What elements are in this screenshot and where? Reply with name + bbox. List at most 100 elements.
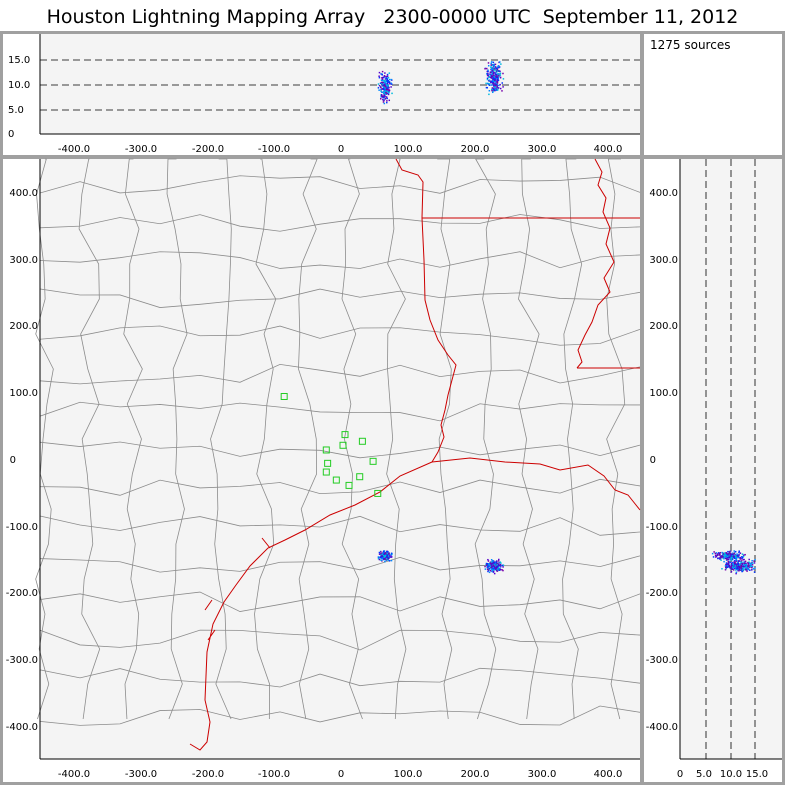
lightning-source-point — [715, 556, 717, 558]
county-line — [123, 158, 143, 720]
lightning-source-point — [487, 82, 489, 85]
lightning-source-point — [742, 556, 744, 559]
lightning-source-point — [498, 562, 500, 564]
source-count: 1275 sources — [650, 38, 731, 52]
lightning-source-point — [742, 554, 745, 557]
lightning-source-point — [377, 87, 380, 89]
lightning-source-point — [753, 560, 755, 562]
lightning-source-point — [726, 563, 729, 565]
lightning-source-point — [388, 99, 391, 102]
lightning-source-point — [729, 553, 731, 556]
lightning-source-point — [727, 555, 729, 558]
lightning-source-point — [732, 555, 735, 558]
lightning-source-point — [741, 569, 744, 571]
lightning-source-point — [491, 88, 493, 91]
lightning-source-point — [730, 564, 732, 566]
lightning-source-point — [493, 87, 495, 89]
lightning-source-point — [391, 92, 393, 95]
lightning-source-point — [383, 95, 386, 98]
lightning-source-point — [502, 78, 505, 80]
lightning-source-point — [491, 91, 494, 94]
y-tick-label: -300.0 — [6, 655, 38, 666]
lightning-source-point — [740, 565, 742, 567]
x-tick-label: -300.0 — [125, 144, 157, 155]
lightning-source-point — [714, 554, 717, 557]
lightning-source-point — [383, 553, 385, 556]
lightning-source-point — [490, 568, 492, 570]
y-tick-label: 400.0 — [649, 188, 678, 199]
lightning-source-point — [485, 67, 488, 70]
lightning-source-point — [750, 565, 753, 567]
lightning-source-point — [496, 70, 499, 73]
lightning-source-point — [727, 563, 730, 566]
lightning-source-point — [495, 83, 498, 86]
county-line — [39, 175, 641, 194]
lightning-source-point — [739, 567, 742, 569]
lightning-source-point — [497, 73, 499, 75]
lightning-source-point — [388, 557, 390, 560]
x-tick-label: 0 — [338, 144, 344, 155]
lightning-source-point — [384, 551, 386, 554]
lma-station-marker — [369, 457, 377, 465]
lightning-source-point — [494, 87, 497, 89]
lightning-source-point — [499, 74, 502, 76]
lightning-source-point — [725, 563, 727, 566]
lightning-source-point — [381, 74, 383, 76]
lightning-source-point — [495, 67, 497, 70]
lightning-source-point — [385, 91, 388, 94]
county-line — [39, 325, 641, 346]
lightning-source-point — [387, 79, 389, 82]
lightning-source-point — [491, 562, 494, 565]
lightning-source-point — [725, 566, 727, 569]
lightning-source-point — [390, 552, 393, 555]
lightning-source-point — [381, 91, 383, 93]
lightning-source-point — [716, 554, 719, 556]
y-tick-label: -400.0 — [6, 722, 38, 733]
x-tick-label: -200.0 — [192, 769, 224, 780]
lightning-source-point — [744, 565, 746, 567]
lightning-source-point — [747, 565, 749, 568]
x-tick-label: -100.0 — [258, 769, 290, 780]
county-boundaries — [35, 158, 641, 726]
x-tick-label: 400.0 — [594, 769, 623, 780]
lightning-source-point — [721, 568, 723, 570]
lightning-source-point — [381, 78, 384, 80]
x-tick-label: 0 — [338, 769, 344, 780]
lightning-source-point — [383, 88, 385, 91]
lightning-source-point — [378, 75, 380, 77]
county-line — [39, 555, 641, 573]
lightning-source-point — [739, 563, 742, 565]
lightning-source-point — [378, 76, 381, 79]
lightning-source-point — [500, 562, 502, 564]
lightning-source-point — [728, 553, 730, 555]
lightning-source-point — [494, 88, 496, 90]
lightning-source-point — [386, 100, 388, 102]
lightning-source-point — [736, 566, 739, 568]
lightning-source-point — [387, 81, 389, 83]
lightning-source-point — [730, 558, 733, 560]
lightning-source-point — [390, 553, 392, 556]
lightning-source-point — [747, 562, 749, 564]
lightning-source-point — [736, 553, 738, 555]
lightning-source-point — [388, 81, 391, 83]
lightning-source-point — [723, 556, 725, 559]
lightning-source-point — [499, 87, 502, 90]
lightning-source-point — [381, 95, 383, 97]
lightning-source-point — [754, 567, 756, 570]
lightning-source-point — [390, 86, 392, 88]
lightning-source-point — [723, 560, 725, 563]
lightning-source-point — [499, 70, 501, 73]
lightning-source-point — [501, 90, 503, 92]
lightning-source-point — [487, 75, 490, 77]
lightning-source-point — [487, 563, 490, 565]
lightning-source-point — [383, 75, 386, 78]
y-tick-label: -300.0 — [646, 655, 678, 666]
lightning-source-point — [493, 565, 496, 567]
altitude-grid-right — [705, 159, 756, 759]
lightning-source-point — [737, 556, 740, 559]
top-panel-x-ticks: -400.0 -300.0 -200.0 -100.0 0 100.0 200.… — [58, 144, 622, 155]
lightning-source-point — [738, 551, 740, 554]
lightning-source-point — [496, 74, 498, 76]
lightning-source-point — [725, 562, 728, 564]
county-line — [39, 214, 641, 232]
